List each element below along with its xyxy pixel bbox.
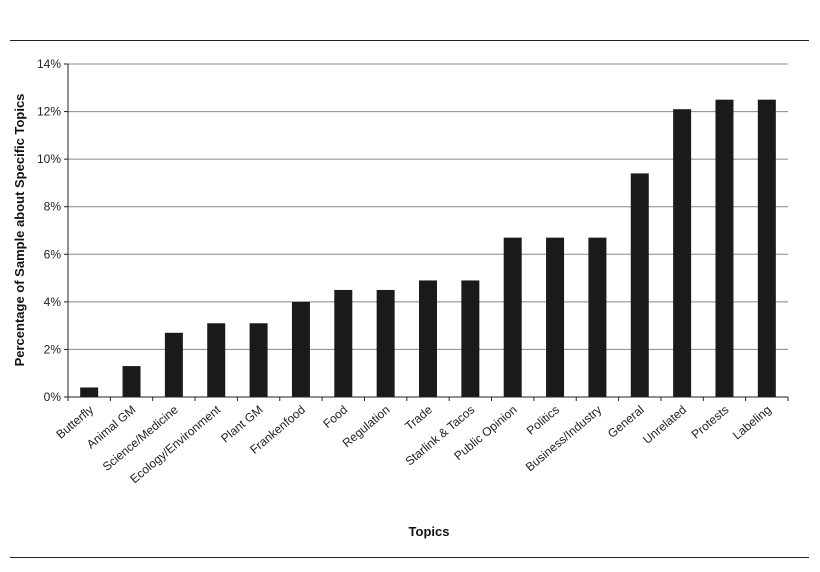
bar [630,173,649,397]
y-tick-label: 4% [44,295,62,309]
bar [588,237,607,397]
y-tick-label: 8% [44,200,62,214]
bar [164,332,183,397]
x-axis-title: Topics [409,524,450,539]
bar [715,99,734,397]
bar [291,301,310,397]
gridlines [68,63,788,350]
x-tick-label: Business/Industry [523,403,605,475]
x-tick-label: Food [320,403,350,431]
bar [376,289,395,397]
bar [673,109,692,397]
bar [503,237,522,397]
y-tick-label: 6% [44,247,62,261]
bottom-rule [10,557,809,558]
y-tick-label: 12% [37,105,61,119]
bar [419,280,437,397]
y-tick-label: 14% [37,57,61,71]
bar [461,280,480,397]
y-tick-label: 2% [44,342,62,356]
x-tick-label: Politics [524,403,562,438]
y-tick-labels: 0% 2% 4% 6% 8% 10% 12% 14% [37,57,61,404]
y-tick-label: 10% [37,152,61,166]
axes [64,63,789,401]
x-tick-label: Unrelated [640,403,689,447]
bars [80,99,776,397]
bar [207,323,226,397]
x-tick-label: Science/Medicine [100,402,181,473]
top-rule [10,40,809,41]
x-tick-label: Labeling [730,403,774,443]
bar [122,366,141,397]
y-axis-title: Percentage of Sample about Specific Topi… [12,94,27,367]
x-tick-label: Trade [402,402,435,433]
bar [80,387,99,397]
x-tick-label: Protests [689,403,732,442]
bar [249,323,268,397]
y-tick-label: 0% [44,390,62,404]
bar [334,289,353,397]
bar [546,237,565,397]
bar [757,99,776,397]
x-tick-label: Regulation [340,403,393,451]
